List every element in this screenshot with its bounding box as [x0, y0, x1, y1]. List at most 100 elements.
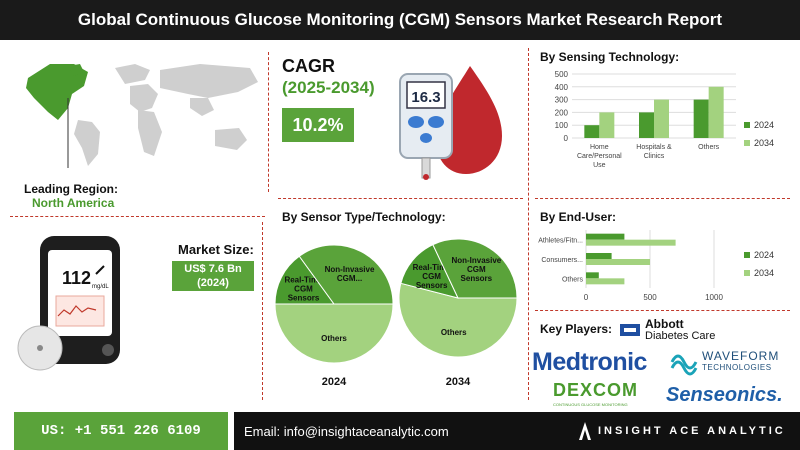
pie-slice-label: Others [441, 328, 467, 337]
y-tick-label: Athletes/Fitn... [538, 238, 583, 245]
pie-slice [432, 238, 518, 299]
y-tick-label: 200 [555, 108, 569, 117]
cagr-label: CAGR [282, 56, 335, 76]
footer-brand: INSIGHT ACE ANALYTIC [598, 425, 786, 437]
bar-2034 [708, 86, 724, 138]
reader-unit: mg/dL [92, 284, 109, 290]
bar-2024 [584, 125, 600, 138]
reader-value: 112 [62, 268, 91, 288]
pie-slice-label: Real-Time [413, 263, 452, 272]
pie-slice-label: Sensors [288, 293, 320, 302]
pie-slice-label: Non-Invasive [451, 256, 501, 265]
legend-swatch [744, 270, 750, 276]
leading-region-value: North America [32, 196, 115, 210]
x-tick-label: 500 [643, 293, 657, 302]
waveform-logo: WAVEFORM TECHNOLOGIES [670, 348, 779, 376]
sensing-technology-chart: 0 100 200 300 400 500 Home Care/Personal Use Hosp… [555, 70, 774, 169]
divider [535, 310, 790, 311]
hbar-2024 [586, 233, 625, 240]
key-players-label: Key Players: [540, 322, 613, 336]
hbar-2034 [586, 259, 650, 265]
market-size-label: Market Size: [178, 242, 254, 257]
waveform-name: WAVEFORM [702, 349, 780, 363]
pie-slice [298, 244, 394, 305]
dexcom-name: DEXCOM [553, 380, 639, 400]
x-tick-label: Home [590, 144, 609, 151]
dexcom-sub: CONTINUOUS GLUCOSE MONITORING [553, 402, 628, 407]
x-tick-label: 0 [584, 293, 589, 302]
divider [268, 52, 269, 192]
x-tick-label: 1000 [705, 293, 723, 302]
y-tick-label: 400 [555, 83, 569, 92]
pie-slice-label: Real-Time [284, 275, 323, 284]
senseonics-logo: Senseonics. [666, 384, 783, 406]
x-tick-label: Clinics [644, 153, 665, 160]
footer-email[interactable]: Email: info@insightaceanalytic.com [244, 424, 449, 439]
end-user-chart: 0 500 1000 Athletes/Fitn... Consumers... Othe… [538, 230, 774, 302]
x-tick-label: Hospitals & [636, 144, 672, 151]
waveform-sub: TECHNOLOGIES [702, 363, 772, 372]
divider [10, 216, 265, 217]
bar-2034 [599, 112, 615, 138]
waveform-icon [670, 354, 698, 376]
pie-slice-label: Others [321, 334, 347, 343]
sensing-technology-title: By Sensing Technology: [540, 50, 680, 64]
hbar-2034 [586, 278, 625, 285]
footer-phone: US: +1 551 226 6109 [14, 412, 228, 450]
legend-label: 2024 [754, 250, 774, 260]
bar-2024 [639, 112, 654, 138]
y-tick-label: 100 [555, 121, 569, 130]
legend-label: 2024 [754, 120, 774, 130]
end-user-title: By End-User: [540, 210, 617, 224]
legend-swatch [744, 122, 750, 128]
abbott-icon [620, 324, 640, 336]
abbott-logo: Abbott Diabetes Care [618, 318, 715, 342]
x-tick-label: Use [593, 162, 606, 169]
market-size-year: (2024) [197, 277, 229, 289]
pie-slice-label: CGM [422, 272, 441, 281]
bar-2024 [693, 99, 709, 138]
market-size-box: US$ 7.6 Bn (2024) [172, 261, 254, 291]
meter-display-text: 16.3 [411, 89, 440, 106]
pie-slice [274, 303, 394, 364]
glucose-meter-icon: 16.3 [399, 66, 502, 180]
footer-bar [234, 412, 800, 450]
divider [278, 198, 523, 199]
cgm-reader-icon: 112 mg/dL [17, 236, 120, 371]
cagr-period: (2025-2034) [282, 78, 375, 97]
legend-swatch [744, 140, 750, 146]
brand-logo-icon [579, 422, 591, 440]
y-tick-label: 0 [564, 134, 569, 143]
pie-slice-label: Sensors [461, 274, 493, 283]
world-map-icon [26, 64, 258, 168]
report-title: Global Continuous Glucose Monitoring (CG… [0, 0, 800, 40]
pie-slice [400, 243, 459, 299]
x-tick-label: Others [698, 144, 720, 151]
pie-year-label: 2034 [446, 376, 471, 388]
abbott-sub: Diabetes Care [645, 330, 716, 342]
pie-slice [398, 282, 518, 358]
pie-slice-label: Sensors [416, 281, 448, 290]
y-tick-label: Consumers... [541, 257, 583, 264]
y-tick-label: 500 [555, 70, 569, 79]
pie-slice-label: CGM [294, 284, 313, 293]
divider [535, 198, 790, 199]
market-size-value: US$ 7.6 Bn [184, 263, 242, 275]
hbar-2024 [586, 272, 599, 279]
sensor-type-pies: OthersReal-TimeCGMSensorsNon-InvasiveCGM… [274, 238, 518, 388]
legend-swatch [744, 252, 750, 258]
abbott-name: Abbott [645, 317, 684, 331]
bar-2034 [654, 99, 669, 138]
pie-slice-label: Non-Invasive [325, 265, 375, 274]
dexcom-logo: DEXCOM CONTINUOUS GLUCOSE MONITORING [553, 380, 639, 411]
hbar-2034 [586, 239, 676, 246]
pie-slice [274, 255, 335, 305]
legend-label: 2034 [754, 268, 774, 278]
divider [528, 48, 529, 400]
pie-slice-label: CGM [467, 265, 486, 274]
leading-region-label: Leading Region: [24, 182, 118, 196]
medtronic-logo: Medtronic [532, 348, 647, 376]
y-tick-label: Others [562, 276, 584, 283]
x-tick-label: Care/Personal [577, 153, 622, 160]
hbar-2024 [586, 253, 612, 259]
